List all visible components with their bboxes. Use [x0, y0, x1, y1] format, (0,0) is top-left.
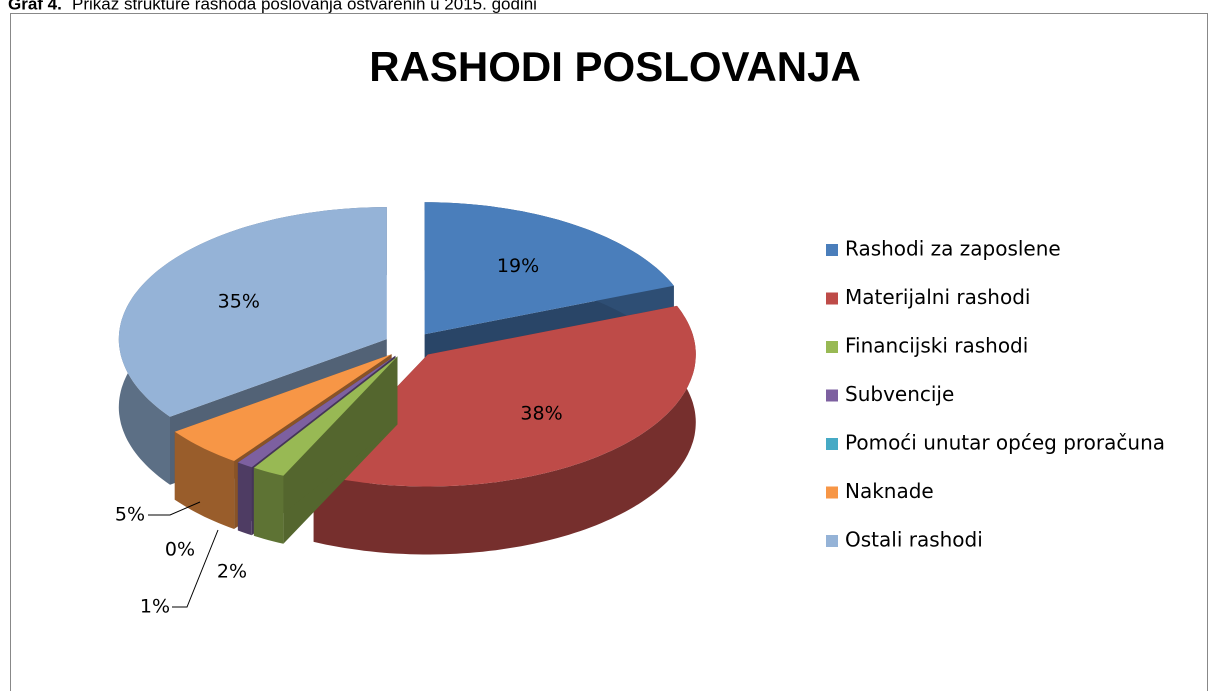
slice — [253, 356, 398, 544]
legend-swatch — [826, 244, 838, 256]
data-label: 19% — [497, 255, 539, 277]
data-label: 2% — [217, 561, 247, 583]
slice-top — [313, 305, 696, 487]
slice-wall — [253, 356, 398, 536]
slice-side — [237, 462, 252, 536]
legend: Rashodi za zaposlene Materijalni rashodi F… — [826, 237, 1165, 552]
pie — [118, 202, 696, 555]
legend-swatch — [826, 438, 838, 450]
legend-swatch — [826, 535, 838, 547]
slice-top — [253, 356, 398, 476]
legend-swatch — [826, 389, 838, 402]
data-label: 38% — [520, 403, 562, 425]
caption-text: Prikaz strukture rashoda poslovanja ostv… — [72, 0, 537, 13]
caption-label: Graf 4. — [8, 0, 62, 13]
slice-side — [174, 431, 235, 529]
data-label: 0% — [165, 539, 195, 561]
legend-label: Rashodi za zaposlene — [845, 237, 1061, 261]
slice-side — [313, 305, 696, 555]
leader-line — [172, 529, 219, 608]
data-label: 5% — [115, 504, 145, 526]
legend-label: Subvencije — [845, 382, 954, 406]
legend-swatch — [826, 486, 838, 499]
labels: 19% 38% 2% 1% 0% 5% 35% — [115, 255, 563, 617]
slice-top — [174, 354, 392, 461]
legend-label: Pomoći unutar općeg proračuna — [845, 431, 1165, 455]
slice-top — [118, 207, 387, 417]
legend-label: Financijski rashodi — [845, 334, 1028, 358]
leader-line — [148, 501, 201, 516]
chart-frame — [10, 13, 1208, 691]
legend-swatch — [826, 292, 838, 305]
slice-side — [253, 467, 284, 544]
slice-top — [237, 355, 396, 468]
legend-label: Materijalni rashodi — [845, 285, 1030, 309]
slice-top — [424, 202, 674, 335]
data-label: 1% — [140, 596, 170, 618]
data-label: 35% — [218, 290, 260, 312]
chart-title: RASHODI POSLOVANJA — [369, 43, 861, 90]
legend-swatch — [826, 341, 838, 353]
legend-label: Naknade — [845, 479, 934, 503]
legend-label: Ostali rashodi — [845, 528, 983, 552]
